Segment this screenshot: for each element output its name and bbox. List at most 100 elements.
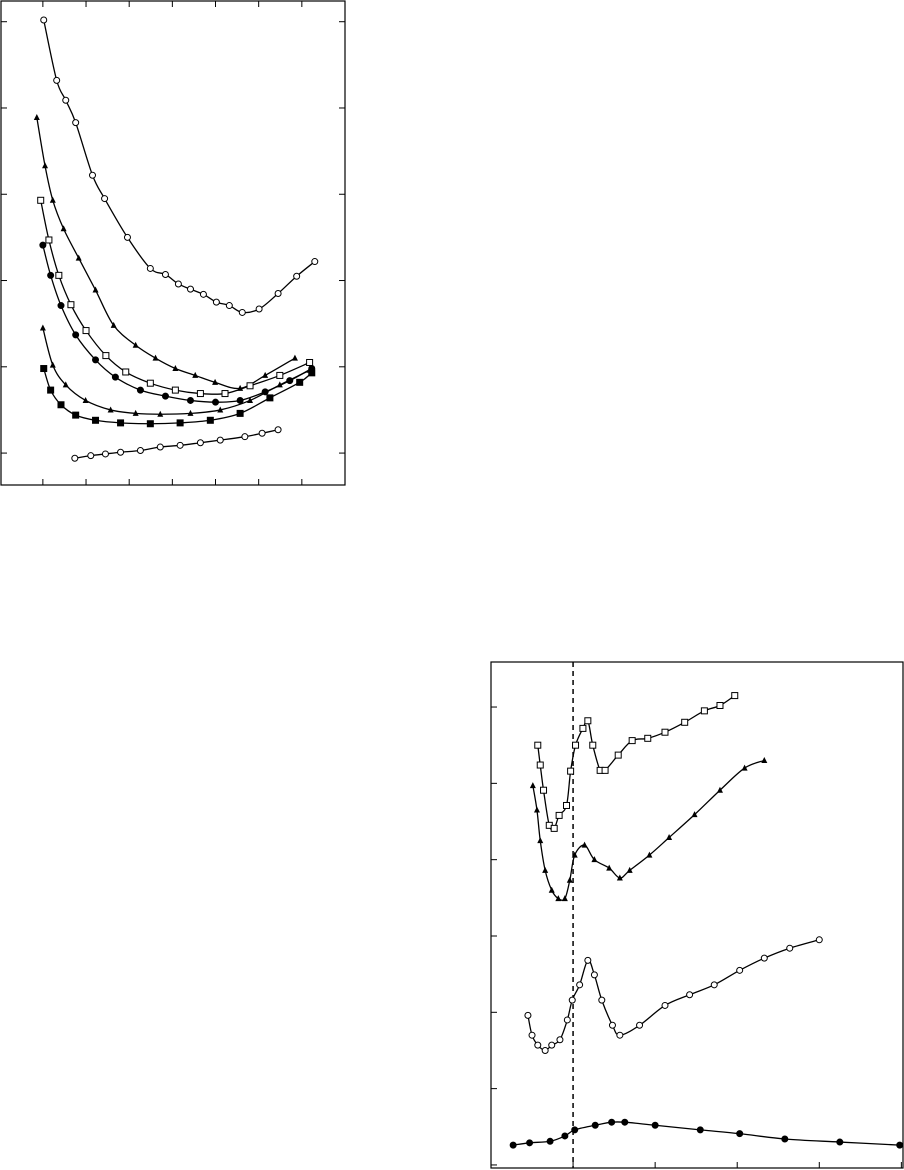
marker	[62, 96, 70, 104]
marker	[598, 996, 606, 1004]
marker	[556, 1036, 564, 1044]
marker	[199, 290, 207, 298]
curve	[40, 200, 310, 395]
marker	[258, 429, 266, 437]
marker	[651, 1121, 659, 1129]
marker	[92, 356, 100, 364]
marker	[276, 371, 284, 379]
marker	[33, 113, 40, 120]
marker	[47, 271, 55, 279]
marker	[57, 401, 65, 409]
marker	[528, 1031, 536, 1039]
marker	[555, 895, 562, 902]
marker	[39, 324, 46, 331]
marker	[548, 886, 555, 893]
marker	[236, 396, 244, 404]
marker	[716, 702, 724, 710]
curve	[532, 759, 765, 901]
marker	[581, 841, 588, 848]
marker	[117, 448, 125, 456]
marker	[567, 767, 575, 775]
marker	[546, 1137, 554, 1145]
marker	[584, 956, 592, 964]
marker	[308, 369, 316, 377]
marker	[196, 439, 204, 447]
marker	[621, 1118, 629, 1126]
marker	[53, 76, 61, 84]
marker	[836, 1138, 844, 1146]
marker	[146, 264, 154, 272]
marker	[306, 358, 314, 366]
marker	[571, 851, 578, 858]
marker	[540, 786, 548, 794]
marker	[72, 119, 80, 127]
marker	[75, 254, 82, 261]
marker	[542, 866, 549, 873]
marker	[107, 406, 114, 413]
marker	[736, 1130, 744, 1138]
marker	[524, 1011, 532, 1019]
curve	[537, 695, 736, 831]
marker	[216, 436, 224, 444]
marker	[146, 420, 154, 428]
marker	[174, 280, 182, 288]
marker	[736, 966, 744, 974]
marker	[212, 298, 220, 306]
marker	[291, 354, 298, 361]
marker	[555, 811, 563, 819]
marker	[761, 756, 768, 763]
marker	[45, 236, 53, 244]
marker	[710, 981, 718, 989]
marker	[534, 741, 542, 749]
marker	[786, 944, 794, 952]
marker	[646, 851, 653, 858]
marker	[171, 386, 179, 394]
marker	[533, 806, 540, 813]
marker	[89, 171, 97, 179]
marker	[311, 258, 319, 266]
marker	[550, 824, 558, 832]
marker	[561, 895, 568, 902]
marker	[186, 285, 194, 293]
marker	[192, 371, 199, 378]
marker	[681, 718, 689, 726]
marker	[561, 1132, 569, 1140]
marker	[616, 874, 623, 881]
marker	[221, 390, 229, 398]
marker	[187, 409, 194, 416]
marker	[60, 225, 67, 232]
marker	[614, 751, 622, 759]
marker	[136, 446, 144, 454]
marker	[529, 782, 536, 789]
marker	[601, 766, 609, 774]
marker	[49, 196, 56, 203]
marker	[628, 737, 636, 745]
marker	[526, 1139, 534, 1147]
marker	[274, 426, 282, 434]
marker	[563, 1016, 571, 1024]
marker	[57, 302, 65, 310]
curve	[527, 939, 820, 1052]
marker	[72, 411, 80, 419]
marker	[196, 390, 204, 398]
marker	[62, 381, 69, 388]
marker	[55, 271, 63, 279]
marker	[815, 936, 823, 944]
marker	[111, 373, 119, 381]
marker	[509, 1141, 517, 1149]
marker	[87, 452, 95, 460]
marker	[176, 441, 184, 449]
marker	[566, 876, 573, 883]
marker	[72, 331, 80, 339]
marker	[110, 321, 117, 328]
marker	[157, 410, 164, 417]
marker	[161, 392, 169, 400]
marker	[568, 996, 576, 1004]
marker	[161, 270, 169, 278]
marker	[101, 195, 109, 203]
marker	[276, 381, 283, 388]
marker	[571, 1126, 579, 1134]
marker	[606, 864, 613, 871]
marker	[760, 954, 768, 962]
marker	[576, 981, 584, 989]
